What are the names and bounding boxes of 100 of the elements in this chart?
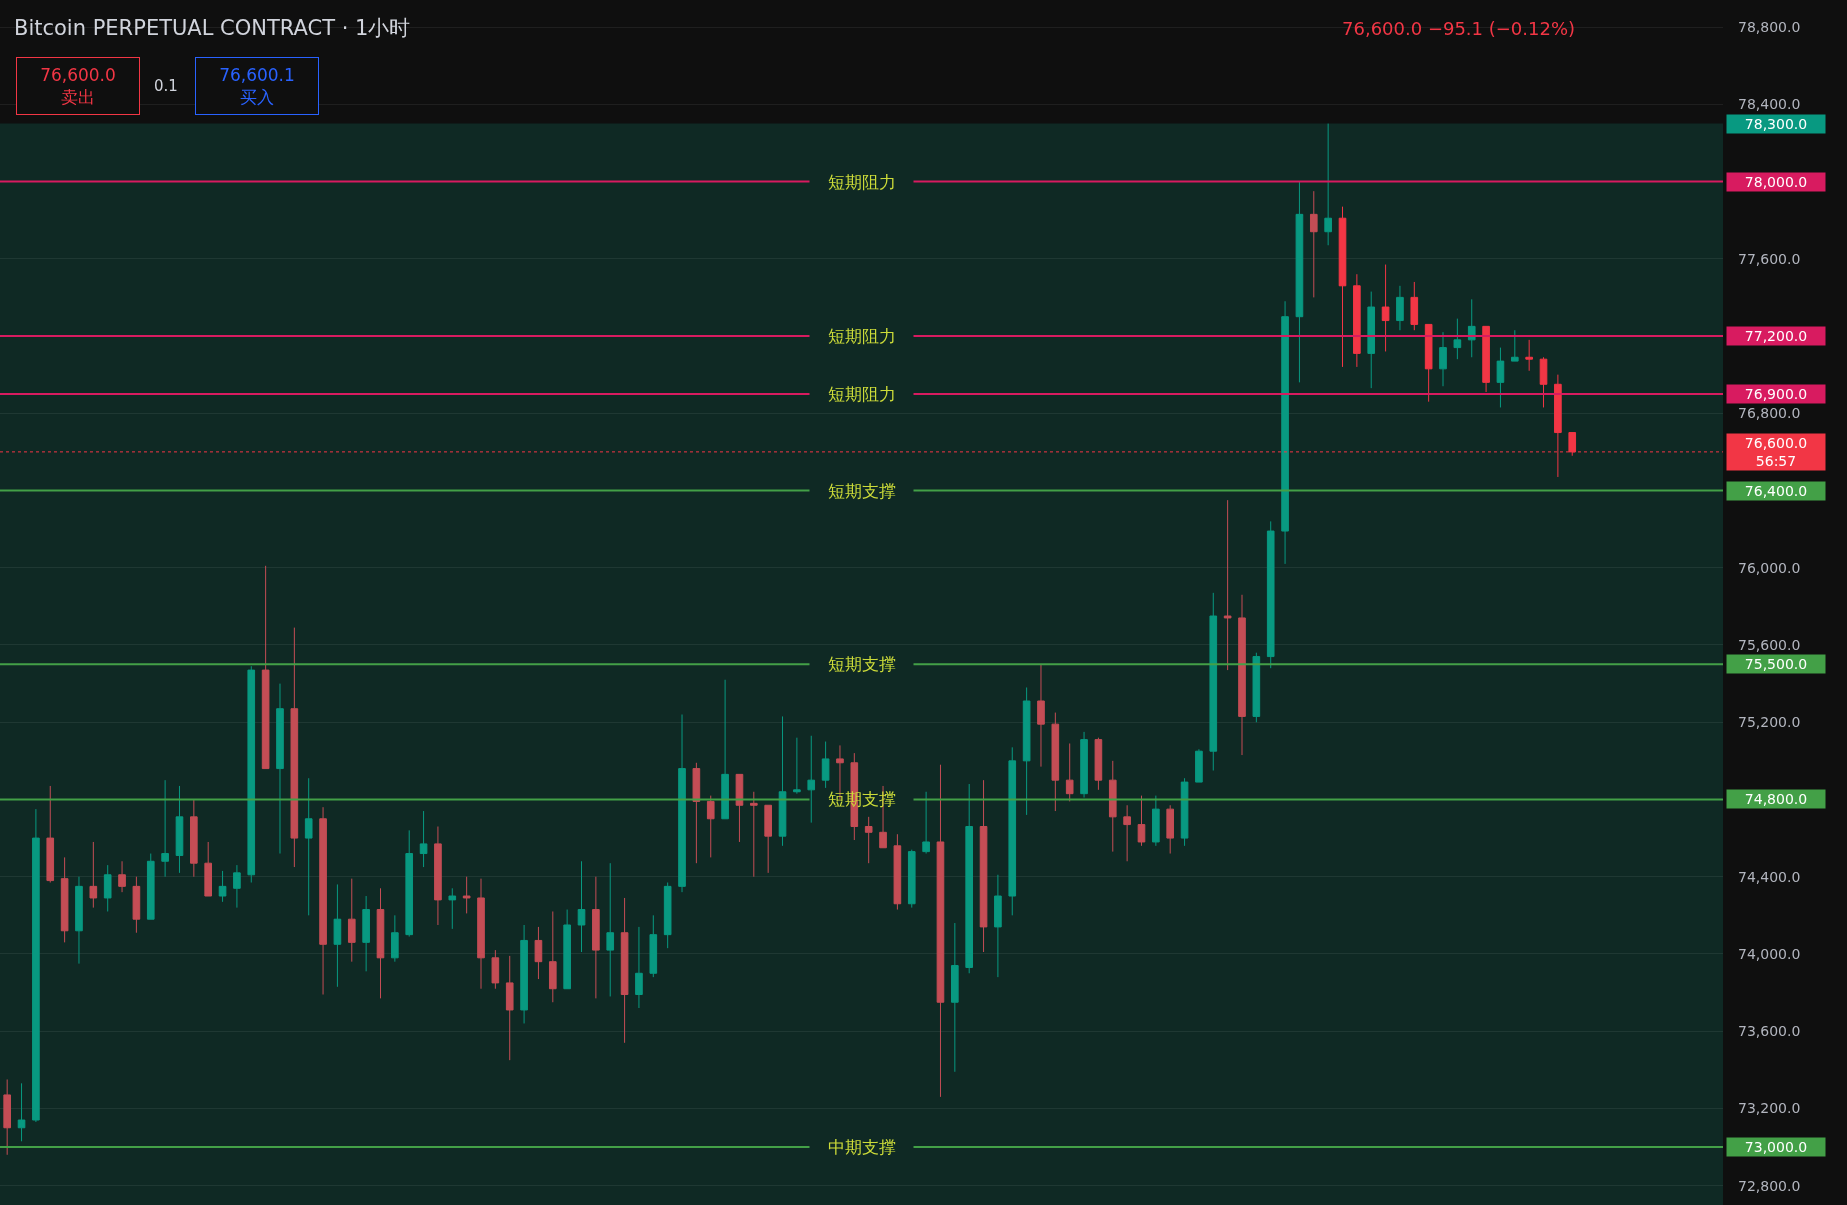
candlestick xyxy=(290,627,299,868)
candlestick xyxy=(649,914,658,978)
candlestick xyxy=(1266,520,1275,669)
y-tick-label: 78,400.0 xyxy=(1738,96,1801,113)
candlestick xyxy=(922,791,930,855)
candlestick xyxy=(1338,206,1347,368)
y-tick-label: 73,200.0 xyxy=(1738,1100,1801,1117)
candlestick xyxy=(405,829,414,938)
candlestick xyxy=(505,955,514,1061)
candlestick xyxy=(907,849,916,909)
candlestick xyxy=(1482,325,1490,393)
candlestick xyxy=(692,762,701,864)
band-label: 78,300.0 xyxy=(1744,116,1808,132)
candlestick xyxy=(448,887,457,930)
ref-line-label: 短期阻力 xyxy=(828,326,896,346)
candlestick xyxy=(347,878,356,963)
candlestick xyxy=(175,785,184,874)
annotation: 76,600.0 −95.1 (−0.12%) xyxy=(1342,18,1576,39)
candlestick xyxy=(1209,592,1218,771)
candlestick xyxy=(1381,264,1390,352)
y-tick-label: 77,600.0 xyxy=(1738,250,1801,267)
candlestick xyxy=(1525,339,1533,372)
y-tick-label: 74,400.0 xyxy=(1738,868,1801,885)
annotation: 76,600.1 买入 xyxy=(219,64,295,108)
text: 75,500.0 xyxy=(1744,656,1808,672)
candlestick xyxy=(778,715,787,847)
candlestick xyxy=(936,764,945,1098)
candlestick xyxy=(592,876,600,999)
y-tick-label: 75,200.0 xyxy=(1738,714,1801,731)
y-tick-label: 75,600.0 xyxy=(1738,636,1801,653)
candlestick xyxy=(1123,804,1131,862)
candlestick xyxy=(1410,281,1419,331)
y-tick-label: 76,800.0 xyxy=(1738,405,1801,422)
ref-line-label: 中期支撑 xyxy=(828,1137,896,1157)
candlestick xyxy=(548,910,557,1003)
candlestick xyxy=(1238,594,1246,756)
text: 76,900.0 xyxy=(1744,386,1808,402)
candlestick xyxy=(1137,795,1146,847)
candlestick xyxy=(1152,795,1160,847)
candlestick xyxy=(1080,731,1088,799)
ref-line-label: 短期阻力 xyxy=(828,172,896,192)
text: 74,800.0 xyxy=(1744,791,1808,807)
candlestick xyxy=(721,679,729,820)
candlestick xyxy=(1022,686,1031,816)
y-tick-label: 76,000.0 xyxy=(1738,559,1801,576)
candlestick xyxy=(190,798,198,878)
candlestick xyxy=(706,795,715,858)
candlestick xyxy=(218,870,227,903)
candlestick xyxy=(735,773,744,843)
candlestick xyxy=(1195,748,1203,783)
candlestick xyxy=(362,895,370,972)
candlestick xyxy=(1281,300,1289,565)
candlestick xyxy=(89,841,98,909)
candlestick xyxy=(247,665,256,884)
y-tick-label: 73,600.0 xyxy=(1738,1023,1801,1040)
candlestick xyxy=(1065,742,1074,802)
annotation: 0.1 xyxy=(154,77,178,95)
candlestick xyxy=(233,864,241,909)
candlestick xyxy=(1424,323,1433,403)
candlestick xyxy=(563,909,571,990)
candlestick xyxy=(333,883,342,988)
text: 77,200.0 xyxy=(1744,328,1808,344)
candlestick xyxy=(1309,190,1318,298)
candlestick xyxy=(32,808,40,1123)
candlestick xyxy=(1324,123,1332,246)
candlestick xyxy=(3,1078,11,1156)
candlestick xyxy=(132,876,141,934)
candlestick xyxy=(1094,737,1103,791)
annotation: 76,600.0 卖出 xyxy=(40,64,116,108)
y-tick-label: 72,800.0 xyxy=(1738,1177,1801,1194)
ref-line-label: 短期支撑 xyxy=(828,654,896,674)
candlestick xyxy=(204,841,213,897)
candlestick xyxy=(1467,298,1476,358)
candlestick xyxy=(434,826,442,926)
candlestick xyxy=(1037,663,1045,768)
candlestick xyxy=(577,860,586,953)
text: 76,600.0 56:57 xyxy=(1744,435,1808,470)
candlestick xyxy=(979,779,988,953)
candlestick xyxy=(1453,318,1462,360)
candlestick xyxy=(1223,499,1232,671)
candlestick xyxy=(261,565,270,770)
candlestick xyxy=(793,737,801,795)
candlestick xyxy=(1510,329,1519,362)
candlestick xyxy=(864,816,873,864)
text: 76,400.0 xyxy=(1744,483,1808,499)
candlestick xyxy=(161,779,169,878)
candlestick xyxy=(462,876,471,914)
candlestick xyxy=(1396,285,1404,331)
candlestick xyxy=(534,926,543,980)
candlestick xyxy=(893,833,902,911)
candlestick xyxy=(1439,331,1447,387)
candlestick xyxy=(1180,777,1189,847)
candlestick xyxy=(663,882,672,949)
candlestick xyxy=(319,806,327,996)
candlestick xyxy=(678,714,686,893)
candlestick xyxy=(635,926,643,1009)
candlestick xyxy=(1353,273,1361,368)
candlestick xyxy=(419,810,428,868)
candlestick xyxy=(391,914,399,963)
text: 73,000.0 xyxy=(1744,1139,1808,1155)
